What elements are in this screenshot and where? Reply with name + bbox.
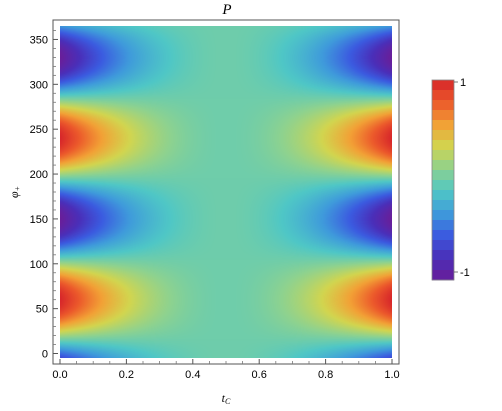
y-tick-label: 350	[30, 34, 48, 46]
x-tick-label: 0.2	[119, 369, 134, 381]
x-tick-label: 0.8	[318, 369, 333, 381]
plot-area	[52, 19, 400, 365]
y-tick-label: 300	[30, 79, 48, 91]
colorbar-step	[432, 90, 454, 101]
x-axis: 0.0 0.2 0.4 0.6 0.8 1.0	[52, 359, 400, 381]
colorbar-step	[432, 120, 454, 131]
colorbar-step	[432, 140, 454, 151]
colorbar-step	[432, 260, 454, 271]
colorbar-step	[432, 100, 454, 111]
x-tick-label: 0.6	[252, 369, 267, 381]
y-tick-label: 0	[42, 349, 48, 361]
y-tick-label: 150	[30, 214, 48, 226]
colorbar-frame	[431, 79, 455, 281]
colorbar-step	[432, 190, 454, 201]
colorbar-step	[432, 200, 454, 211]
colorbar-step	[432, 250, 454, 261]
x-axis-label: tC	[222, 391, 231, 406]
colorbar-step	[432, 110, 454, 121]
colorbar-step	[432, 240, 454, 251]
y-tick-label: 100	[30, 259, 48, 271]
colorbar-label: -1	[460, 267, 470, 279]
colorbar-step	[432, 220, 454, 231]
y-tick-label: 50	[36, 304, 48, 316]
colorbar-step	[432, 180, 454, 191]
colorbar-step	[432, 80, 454, 91]
colorbar-step	[432, 210, 454, 221]
x-tick-label: 1.0	[384, 369, 399, 381]
x-tick-label: 0.0	[52, 369, 67, 381]
colorbar-label: 1	[460, 77, 466, 89]
y-axis: 0 50 100 150 200 250 300 350	[30, 30, 58, 361]
chart-title: P	[221, 2, 231, 18]
colorbar: 1 -1	[431, 77, 470, 281]
colorbar-step	[432, 160, 454, 171]
y-axis-label: φ+	[7, 186, 22, 198]
heatmap	[60, 26, 392, 358]
colorbar-step	[432, 130, 454, 141]
colorbar-step	[432, 150, 454, 161]
y-tick-label: 200	[30, 169, 48, 181]
x-tick-label: 0.4	[185, 369, 200, 381]
y-tick-label: 250	[30, 124, 48, 136]
colorbar-step	[432, 170, 454, 181]
colorbar-step	[432, 230, 454, 241]
colorbar-step	[432, 270, 454, 281]
